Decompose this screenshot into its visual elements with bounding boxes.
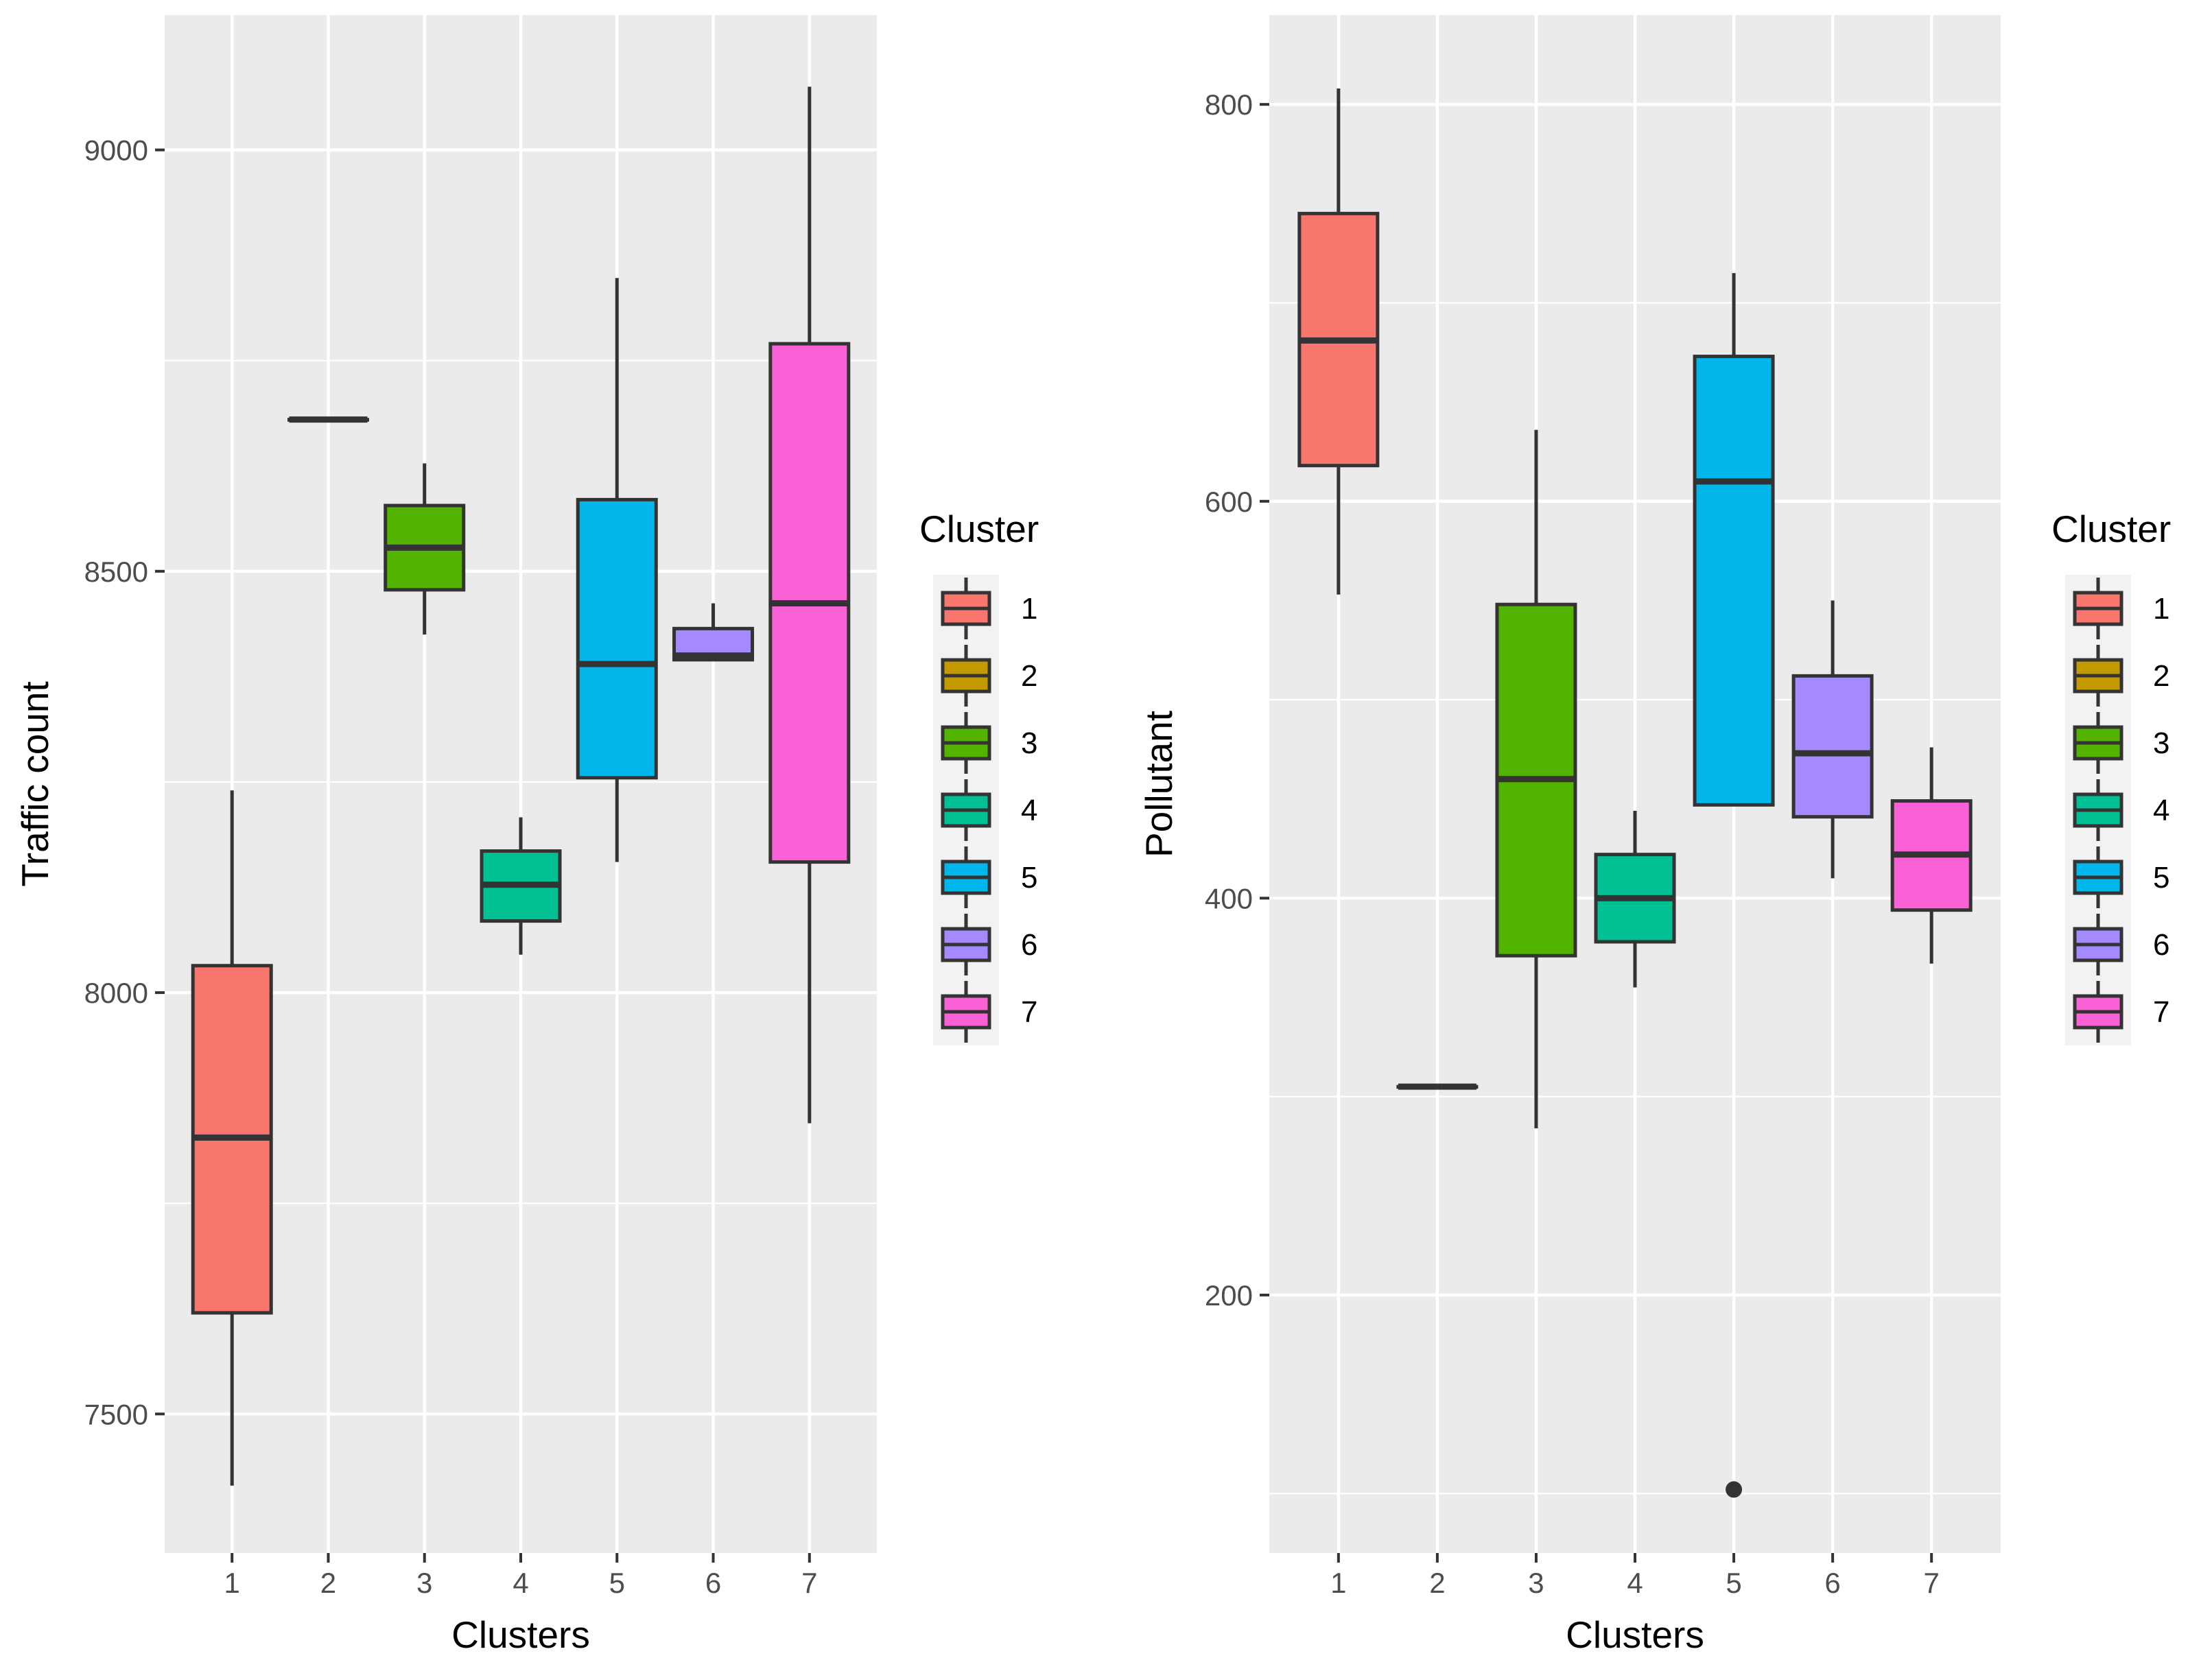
legend-label: 7 (2153, 995, 2169, 1029)
box-cluster-7 (768, 86, 851, 1124)
y-axis-title: Traffic count (14, 681, 56, 887)
x-tick-label: 6 (705, 1567, 721, 1599)
x-tick-label: 3 (416, 1567, 432, 1599)
x-tick-label: 5 (1726, 1567, 1741, 1599)
legend-label: 6 (2153, 928, 2169, 962)
box-cluster-4 (1594, 811, 1676, 988)
box-cluster-3 (384, 463, 466, 635)
x-tick-label: 4 (513, 1567, 528, 1599)
legend-label: 4 (1021, 794, 1037, 827)
outlier-point (1726, 1481, 1743, 1498)
x-tick-label: 5 (609, 1567, 625, 1599)
legend-label: 4 (2153, 794, 2169, 827)
x-axis-title: Clusters (1566, 1613, 1704, 1656)
box-cluster-3 (1495, 429, 1577, 1128)
x-axis-title: Clusters (451, 1613, 590, 1656)
y-axis-title: Pollutant (1138, 711, 1180, 857)
legend-label: 6 (1021, 928, 1037, 962)
box-cluster-1 (1297, 88, 1380, 595)
y-tick-label: 7500 (84, 1398, 148, 1430)
y-tick-label: 9000 (84, 134, 148, 167)
panel-2: 200 400 600 800 1 2 3 4 5 6 7 Clusters Pollutant Clus… (1138, 15, 2171, 1656)
x-tick-label: 7 (1923, 1567, 1939, 1599)
legend-label: 3 (1021, 726, 1037, 760)
box-cluster-1 (191, 790, 273, 1486)
y-tick-label: 200 (1205, 1279, 1253, 1312)
box (1693, 355, 1775, 807)
legend-label: 1 (2153, 592, 2169, 626)
legend-label: 3 (2153, 726, 2169, 760)
legend-label: 5 (2153, 861, 2169, 894)
panel-1: 7500 8000 8500 9000 1 2 3 4 5 6 7 Clusters Traffic c… (14, 15, 1039, 1656)
legend-label: 5 (1021, 861, 1037, 894)
x-tick-label: 1 (224, 1567, 240, 1599)
y-tick-label: 600 (1205, 486, 1253, 518)
box-cluster-7 (1890, 747, 1973, 964)
legend-label: 7 (1021, 995, 1037, 1029)
legend: Cluster 1 2 3 4 5 6 7 (2051, 508, 2171, 1045)
legend-title: Cluster (919, 508, 1039, 550)
box-cluster-5 (1693, 273, 1775, 1498)
y-tick-label: 8500 (84, 556, 148, 588)
legend-title: Cluster (2051, 508, 2171, 550)
legend-label: 2 (2153, 659, 2169, 693)
box-cluster-5 (576, 278, 658, 862)
box-cluster-6 (672, 603, 755, 662)
legend: Cluster 1 2 3 4 5 6 7 (919, 508, 1039, 1045)
x-tick-label: 6 (1824, 1567, 1840, 1599)
box (1791, 674, 1874, 819)
y-tick-label: 800 (1205, 88, 1253, 121)
legend-label: 1 (1021, 592, 1037, 626)
x-tick-label: 4 (1627, 1567, 1643, 1599)
x-tick-label: 2 (1429, 1567, 1445, 1599)
y-tick-label: 400 (1205, 882, 1253, 914)
box (576, 497, 658, 780)
y-tick-label: 8000 (84, 977, 148, 1009)
box-cluster-6 (1791, 600, 1874, 879)
x-tick-label: 7 (801, 1567, 817, 1599)
x-tick-label: 3 (1528, 1567, 1544, 1599)
x-tick-label: 2 (320, 1567, 336, 1599)
box-cluster-4 (480, 817, 562, 955)
x-tick-label: 1 (1330, 1567, 1346, 1599)
legend-label: 2 (1021, 659, 1037, 693)
